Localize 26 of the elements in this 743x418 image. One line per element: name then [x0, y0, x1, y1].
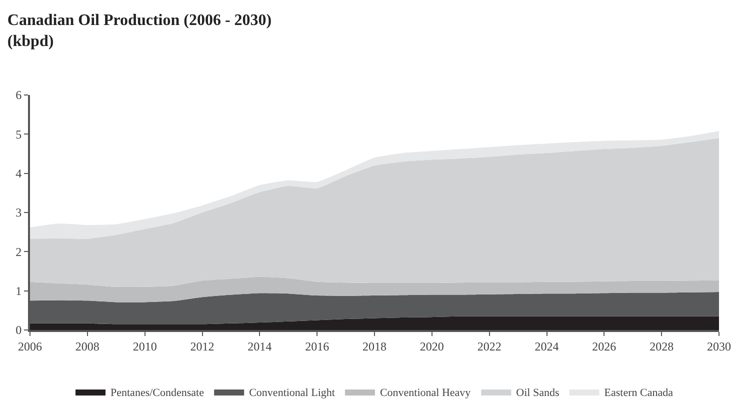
y-tick-label: 5 [16, 127, 22, 142]
legend-label: Pentanes/Condensate [110, 386, 204, 399]
y-tick-label: 0 [16, 323, 22, 338]
legend-label: Eastern Canada [604, 386, 674, 399]
x-tick-label: 2020 [420, 339, 444, 354]
x-tick-label: 2024 [534, 339, 559, 354]
x-tick-label: 2022 [477, 339, 502, 354]
x-tick-label: 2012 [190, 339, 214, 354]
legend-label: Conventional Heavy [380, 386, 472, 399]
x-tick-label: 2008 [75, 339, 100, 354]
y-tick-label: 4 [16, 166, 22, 181]
x-tick-label: 2028 [650, 339, 674, 354]
x-tick-label: 2030 [707, 339, 731, 354]
y-tick-label: 2 [16, 244, 22, 259]
y-tick-label: 6 [16, 88, 22, 102]
x-tick-label: 2026 [592, 339, 616, 354]
legend-label: Oil Sands [516, 386, 560, 399]
x-tick-label: 2018 [362, 339, 386, 354]
x-tick-label: 2010 [132, 339, 157, 354]
chart-title: Canadian Oil Production (2006 - 2030) (kbpd) [7, 12, 272, 50]
x-tick-label: 2016 [305, 339, 330, 354]
legend-label: Conventional Light [249, 386, 335, 399]
y-tick-label: 3 [16, 206, 22, 220]
x-tick-label: 2014 [248, 339, 272, 354]
y-tick-label: 1 [16, 284, 22, 298]
x-tick-label: 2006 [18, 339, 42, 354]
